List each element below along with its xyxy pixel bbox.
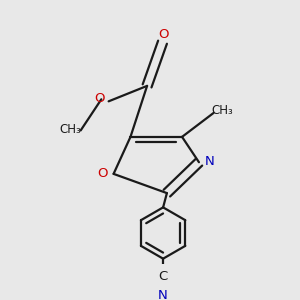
Text: N: N [205,155,215,168]
Text: N: N [158,290,168,300]
Text: O: O [97,167,108,179]
Text: CH₃: CH₃ [212,103,233,117]
Text: O: O [94,92,105,105]
Text: C: C [158,270,168,283]
Text: CH₃: CH₃ [60,123,81,136]
Text: O: O [158,28,168,41]
